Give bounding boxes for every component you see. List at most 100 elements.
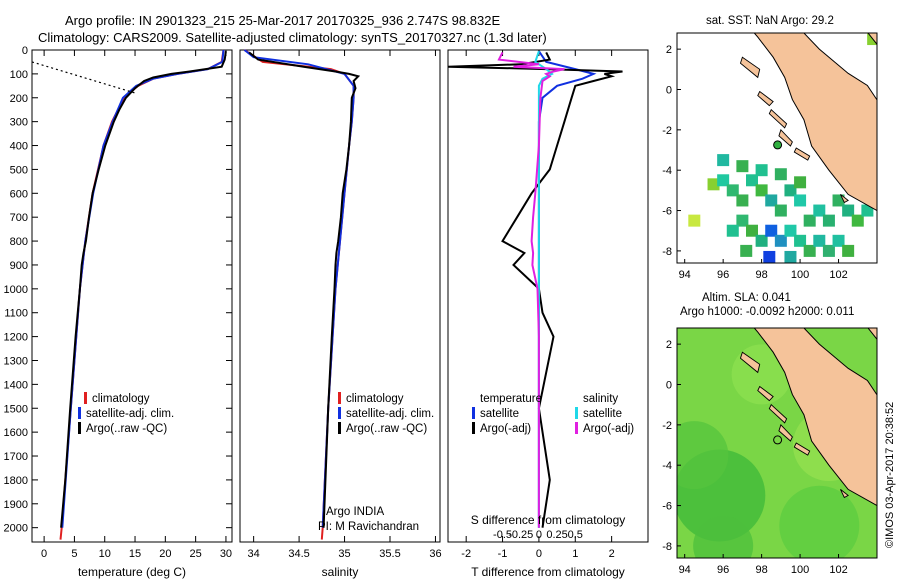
map-y-tick-label: 0 (666, 84, 672, 96)
sst-cell (842, 204, 855, 217)
series-line-argo-raw-qc (60, 51, 227, 528)
x-tick-label: 25 (190, 548, 202, 560)
island (757, 385, 774, 402)
sst-cell (688, 214, 701, 227)
sst-cell (842, 244, 855, 257)
header-title-line2: Climatology: CARS2009. Satellite-adjuste… (38, 30, 547, 45)
series-line-argo-raw-qc (248, 51, 361, 528)
header-title-line1: Argo profile: IN 2901323_215 25-Mar-2017… (65, 13, 500, 28)
island (793, 147, 811, 161)
y-tick-label: 200 (10, 93, 28, 105)
sst-cell (774, 168, 787, 181)
map-y-tick-label: 0 (666, 379, 672, 391)
map-y-tick-label: -2 (662, 420, 672, 432)
sst-cell (736, 160, 749, 173)
sst-map-land (739, 33, 877, 212)
legend-header-salinity: salinity (583, 393, 618, 405)
map-x-tick-label: 94 (679, 564, 691, 576)
sst-cell (784, 184, 797, 197)
map-x-tick-label: 98 (755, 564, 767, 576)
x-tick-label: 0 (536, 548, 542, 560)
sst-cell (726, 184, 739, 197)
sst-cell (794, 234, 807, 247)
map-y-tick-label: -4 (662, 460, 672, 472)
sst-cell (851, 214, 864, 227)
sst-cell (717, 174, 730, 187)
legend-swatch-satellite (338, 407, 341, 419)
sst-cell (707, 178, 720, 191)
s-x-tick-label: 0.25 (546, 529, 567, 541)
y-tick-label: 900 (10, 260, 28, 272)
sst-cell (726, 224, 739, 237)
sst-cell (736, 194, 749, 207)
peninsula-landmass (867, 328, 877, 341)
s-difference-axis-ticks: -0.5-0.25 0 0.25 0.5 (493, 529, 583, 541)
x-tick-label: 34.5 (288, 548, 309, 560)
legend-swatch-argo (338, 422, 341, 434)
sla-anomaly-blob (693, 515, 754, 558)
x-tick-label: -2 (461, 548, 471, 560)
salinity-axis-label: salinity (322, 565, 359, 579)
sla-map-ticks: 94 96 98 100 102 2 0 -2 -4 -6 -8 (662, 339, 847, 576)
y-tick-label: 1900 (4, 499, 28, 511)
map-y-tick-label: -2 (662, 125, 672, 137)
legend-label-t-satellite: satellite (480, 408, 519, 420)
sst-cell (774, 204, 787, 217)
sla-anomaly-blob (779, 485, 860, 558)
sst-cell (765, 194, 778, 207)
temperature-axis-ticks: 0 5 10 15 20 25 30 (41, 50, 232, 560)
argo-float-marker (773, 140, 783, 150)
sst-map-panel: sat. SST: NaN Argo: 29.2 94 96 98 100 102 2 0 -… (662, 15, 878, 281)
island (778, 128, 793, 147)
y-tick-label: 1300 (4, 355, 28, 367)
sst-cell (794, 194, 807, 207)
x-tick-label: 0 (41, 548, 47, 560)
legend-swatch-t-argo (472, 422, 475, 434)
sla-map-title: Altim. SLA: 0.041 (702, 292, 791, 304)
y-tick-label: 1400 (4, 379, 28, 391)
sst-cell (746, 174, 758, 187)
map-x-tick-label: 102 (829, 564, 847, 576)
legend-label-climatology: climatology (92, 393, 150, 405)
sst-cell (740, 244, 753, 257)
salinity-series (243, 49, 361, 540)
sst-cell (765, 224, 778, 237)
sst-cell (755, 164, 768, 177)
x-tick-label: 1 (572, 548, 578, 560)
sst-cell (822, 214, 835, 227)
legend-label-satellite: satellite-adj. clim. (86, 408, 174, 420)
y-tick-label: 1500 (4, 403, 28, 415)
t-difference-axis-label: T difference from climatology (471, 565, 625, 579)
sst-cells (688, 33, 877, 263)
island (778, 423, 793, 442)
difference-plot-frame (447, 49, 649, 543)
y-tick-label: 300 (10, 117, 28, 129)
x-tick-label: 35.5 (379, 548, 400, 560)
y-tick-label: 1700 (4, 451, 28, 463)
y-tick-label: 1100 (4, 308, 28, 320)
s-x-tick-label: -0.25 (508, 529, 533, 541)
legend-swatch-t-satellite (472, 407, 475, 419)
map-y-tick-label: 2 (666, 44, 672, 56)
sst-cell (813, 234, 826, 247)
sst-cell (803, 244, 816, 257)
y-tick-label: 600 (10, 188, 28, 200)
sst-cell (763, 250, 776, 263)
sst-map-frame (676, 32, 878, 264)
x-tick-label: 10 (99, 548, 111, 560)
sla-map-land (739, 328, 877, 507)
sumatra-landmass (753, 328, 877, 507)
x-tick-label: 35 (338, 548, 350, 560)
y-tick-label: 700 (10, 212, 28, 224)
x-tick-label: 30 (220, 548, 232, 560)
y-tick-label: 2000 (4, 523, 28, 535)
island (739, 351, 761, 374)
y-tick-label: 1800 (4, 475, 28, 487)
sst-cell (794, 176, 807, 189)
map-y-tick-label: -6 (662, 501, 672, 513)
x-tick-label: -1 (498, 548, 508, 560)
credit-label: ©IMOS 03-Apr-2017 20:38:52 (884, 402, 896, 548)
legend-swatch-s-argo (575, 422, 578, 434)
map-x-tick-label: 100 (791, 269, 809, 281)
